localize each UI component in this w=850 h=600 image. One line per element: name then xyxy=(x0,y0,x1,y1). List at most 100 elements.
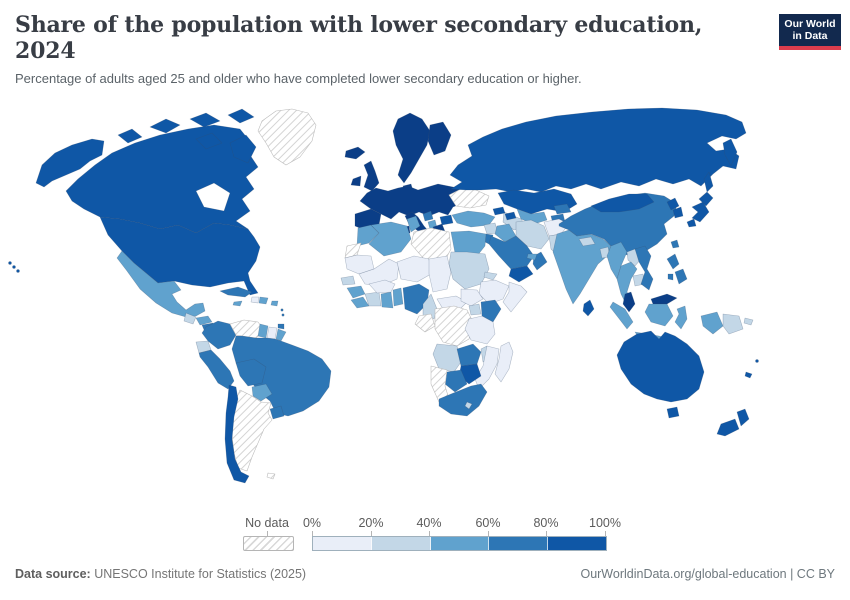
country-hawaii-usa[interactable] xyxy=(8,261,12,265)
country-cote-divoire[interactable] xyxy=(364,291,382,307)
country-greenland[interactable] xyxy=(257,108,317,166)
country-russia[interactable] xyxy=(449,107,747,193)
country-philippines[interactable] xyxy=(667,273,674,281)
country-eritrea[interactable] xyxy=(483,271,498,281)
country-guyana[interactable] xyxy=(257,323,269,339)
country-mongolia[interactable] xyxy=(590,193,655,213)
country-haiti[interactable] xyxy=(250,296,260,304)
owid-logo[interactable]: Our World in Data xyxy=(779,14,841,50)
country-burkina-faso[interactable] xyxy=(368,279,396,294)
country-alaska-usa[interactable] xyxy=(35,138,105,188)
country-tanzania[interactable] xyxy=(464,315,496,345)
country-oman[interactable] xyxy=(532,251,548,271)
country-malaysia-peninsula[interactable] xyxy=(622,291,636,313)
country-trinidad[interactable] xyxy=(277,323,285,330)
country-guinea[interactable] xyxy=(346,285,366,299)
country-canada-arctic-island[interactable] xyxy=(117,128,143,144)
country-hawaii-usa[interactable] xyxy=(12,265,16,269)
country-somalia[interactable] xyxy=(502,281,528,313)
country-madagascar[interactable] xyxy=(494,341,514,383)
country-philippines[interactable] xyxy=(666,253,680,270)
country-senegal[interactable] xyxy=(340,275,356,286)
country-canada-victoria[interactable] xyxy=(195,132,223,150)
legend-no-data-swatch[interactable] xyxy=(243,536,294,551)
country-mexico[interactable] xyxy=(116,250,206,318)
country-new-caledonia[interactable] xyxy=(744,371,753,379)
country-canada-arctic-island[interactable] xyxy=(189,112,221,128)
country-honduras[interactable] xyxy=(195,315,213,326)
country-lesser-antilles[interactable] xyxy=(281,313,285,317)
country-papua-new-guinea[interactable] xyxy=(722,313,744,335)
country-uruguay[interactable] xyxy=(269,405,285,420)
country-indonesia-sulawesi[interactable] xyxy=(674,305,688,330)
country-mozambique[interactable] xyxy=(474,345,500,390)
country-colombia[interactable] xyxy=(201,320,237,350)
country-azerbaijan[interactable] xyxy=(504,211,517,221)
country-togo-benin[interactable] xyxy=(392,287,404,307)
legend-bin-60-80[interactable] xyxy=(489,537,549,550)
country-french-guiana[interactable] xyxy=(275,328,287,342)
country-australia-tasmania[interactable] xyxy=(666,406,680,419)
country-hawaii-usa[interactable] xyxy=(16,269,20,273)
country-dominican-republic[interactable] xyxy=(258,296,269,305)
country-puerto-rico[interactable] xyxy=(270,300,279,307)
country-libya[interactable] xyxy=(410,227,452,263)
country-canada-arctic-island[interactable] xyxy=(227,108,255,124)
country-jamaica[interactable] xyxy=(232,300,243,307)
country-japan-kyushu[interactable] xyxy=(686,218,697,228)
country-ireland[interactable] xyxy=(350,175,362,187)
country-south-africa[interactable] xyxy=(438,383,488,417)
country-norway-sweden[interactable] xyxy=(392,112,431,184)
country-falkland-islands[interactable] xyxy=(266,472,276,480)
country-finland[interactable] xyxy=(427,121,452,156)
country-indonesia-papua[interactable] xyxy=(700,311,724,335)
country-indonesia-kalimantan[interactable] xyxy=(644,303,674,327)
country-united-states[interactable] xyxy=(99,216,261,296)
country-morocco[interactable] xyxy=(356,224,380,247)
country-suriname[interactable] xyxy=(266,326,278,340)
country-south-sudan[interactable] xyxy=(460,288,484,307)
country-cuba[interactable] xyxy=(219,286,253,298)
country-argentina[interactable] xyxy=(231,389,273,472)
country-canada-baffin[interactable] xyxy=(229,134,257,164)
country-bolivia[interactable] xyxy=(235,358,267,387)
country-new-britain[interactable] xyxy=(743,317,754,326)
country-new-zealand-south[interactable] xyxy=(716,418,740,437)
country-iceland[interactable] xyxy=(344,146,366,160)
country-vietnam[interactable] xyxy=(634,245,654,291)
country-yemen[interactable] xyxy=(508,265,534,283)
country-philippines[interactable] xyxy=(674,268,688,285)
country-serbia-bosnia[interactable] xyxy=(422,210,434,222)
country-russia-kamchatka[interactable] xyxy=(722,138,738,167)
country-niger[interactable] xyxy=(396,255,432,283)
legend-bin-40-60[interactable] xyxy=(430,537,490,550)
country-new-zealand-north[interactable] xyxy=(736,408,750,427)
country-north-korea[interactable] xyxy=(666,197,680,211)
country-turkey[interactable] xyxy=(451,210,496,228)
country-uae[interactable] xyxy=(526,253,538,261)
country-japan-honshu[interactable] xyxy=(691,201,710,223)
country-dr-congo[interactable] xyxy=(434,305,474,347)
country-ghana[interactable] xyxy=(380,291,394,309)
country-kenya[interactable] xyxy=(480,299,502,323)
legend-bin-20-40[interactable] xyxy=(371,537,431,550)
owid-url-link[interactable]: OurWorldinData.org/global-education | CC… xyxy=(580,567,835,581)
country-malaysia-east[interactable] xyxy=(650,293,678,305)
country-lesotho[interactable] xyxy=(464,401,473,410)
country-algeria[interactable] xyxy=(368,221,412,257)
country-chad[interactable] xyxy=(428,255,452,293)
country-georgia[interactable] xyxy=(492,206,506,216)
country-peru[interactable] xyxy=(198,349,235,390)
legend-bin-80-100[interactable] xyxy=(548,537,606,550)
country-guatemala[interactable] xyxy=(183,312,197,325)
country-indonesia-sumatra[interactable] xyxy=(609,301,634,330)
country-uganda[interactable] xyxy=(468,303,482,316)
country-mali[interactable] xyxy=(358,258,400,287)
country-paraguay[interactable] xyxy=(251,383,273,402)
country-nepal[interactable] xyxy=(578,236,596,247)
country-united-kingdom[interactable] xyxy=(363,160,380,192)
country-russia-sakhalin[interactable] xyxy=(703,171,714,193)
country-taiwan[interactable] xyxy=(670,239,680,249)
country-zambia[interactable] xyxy=(456,343,482,367)
country-saudi-arabia[interactable] xyxy=(488,235,535,270)
